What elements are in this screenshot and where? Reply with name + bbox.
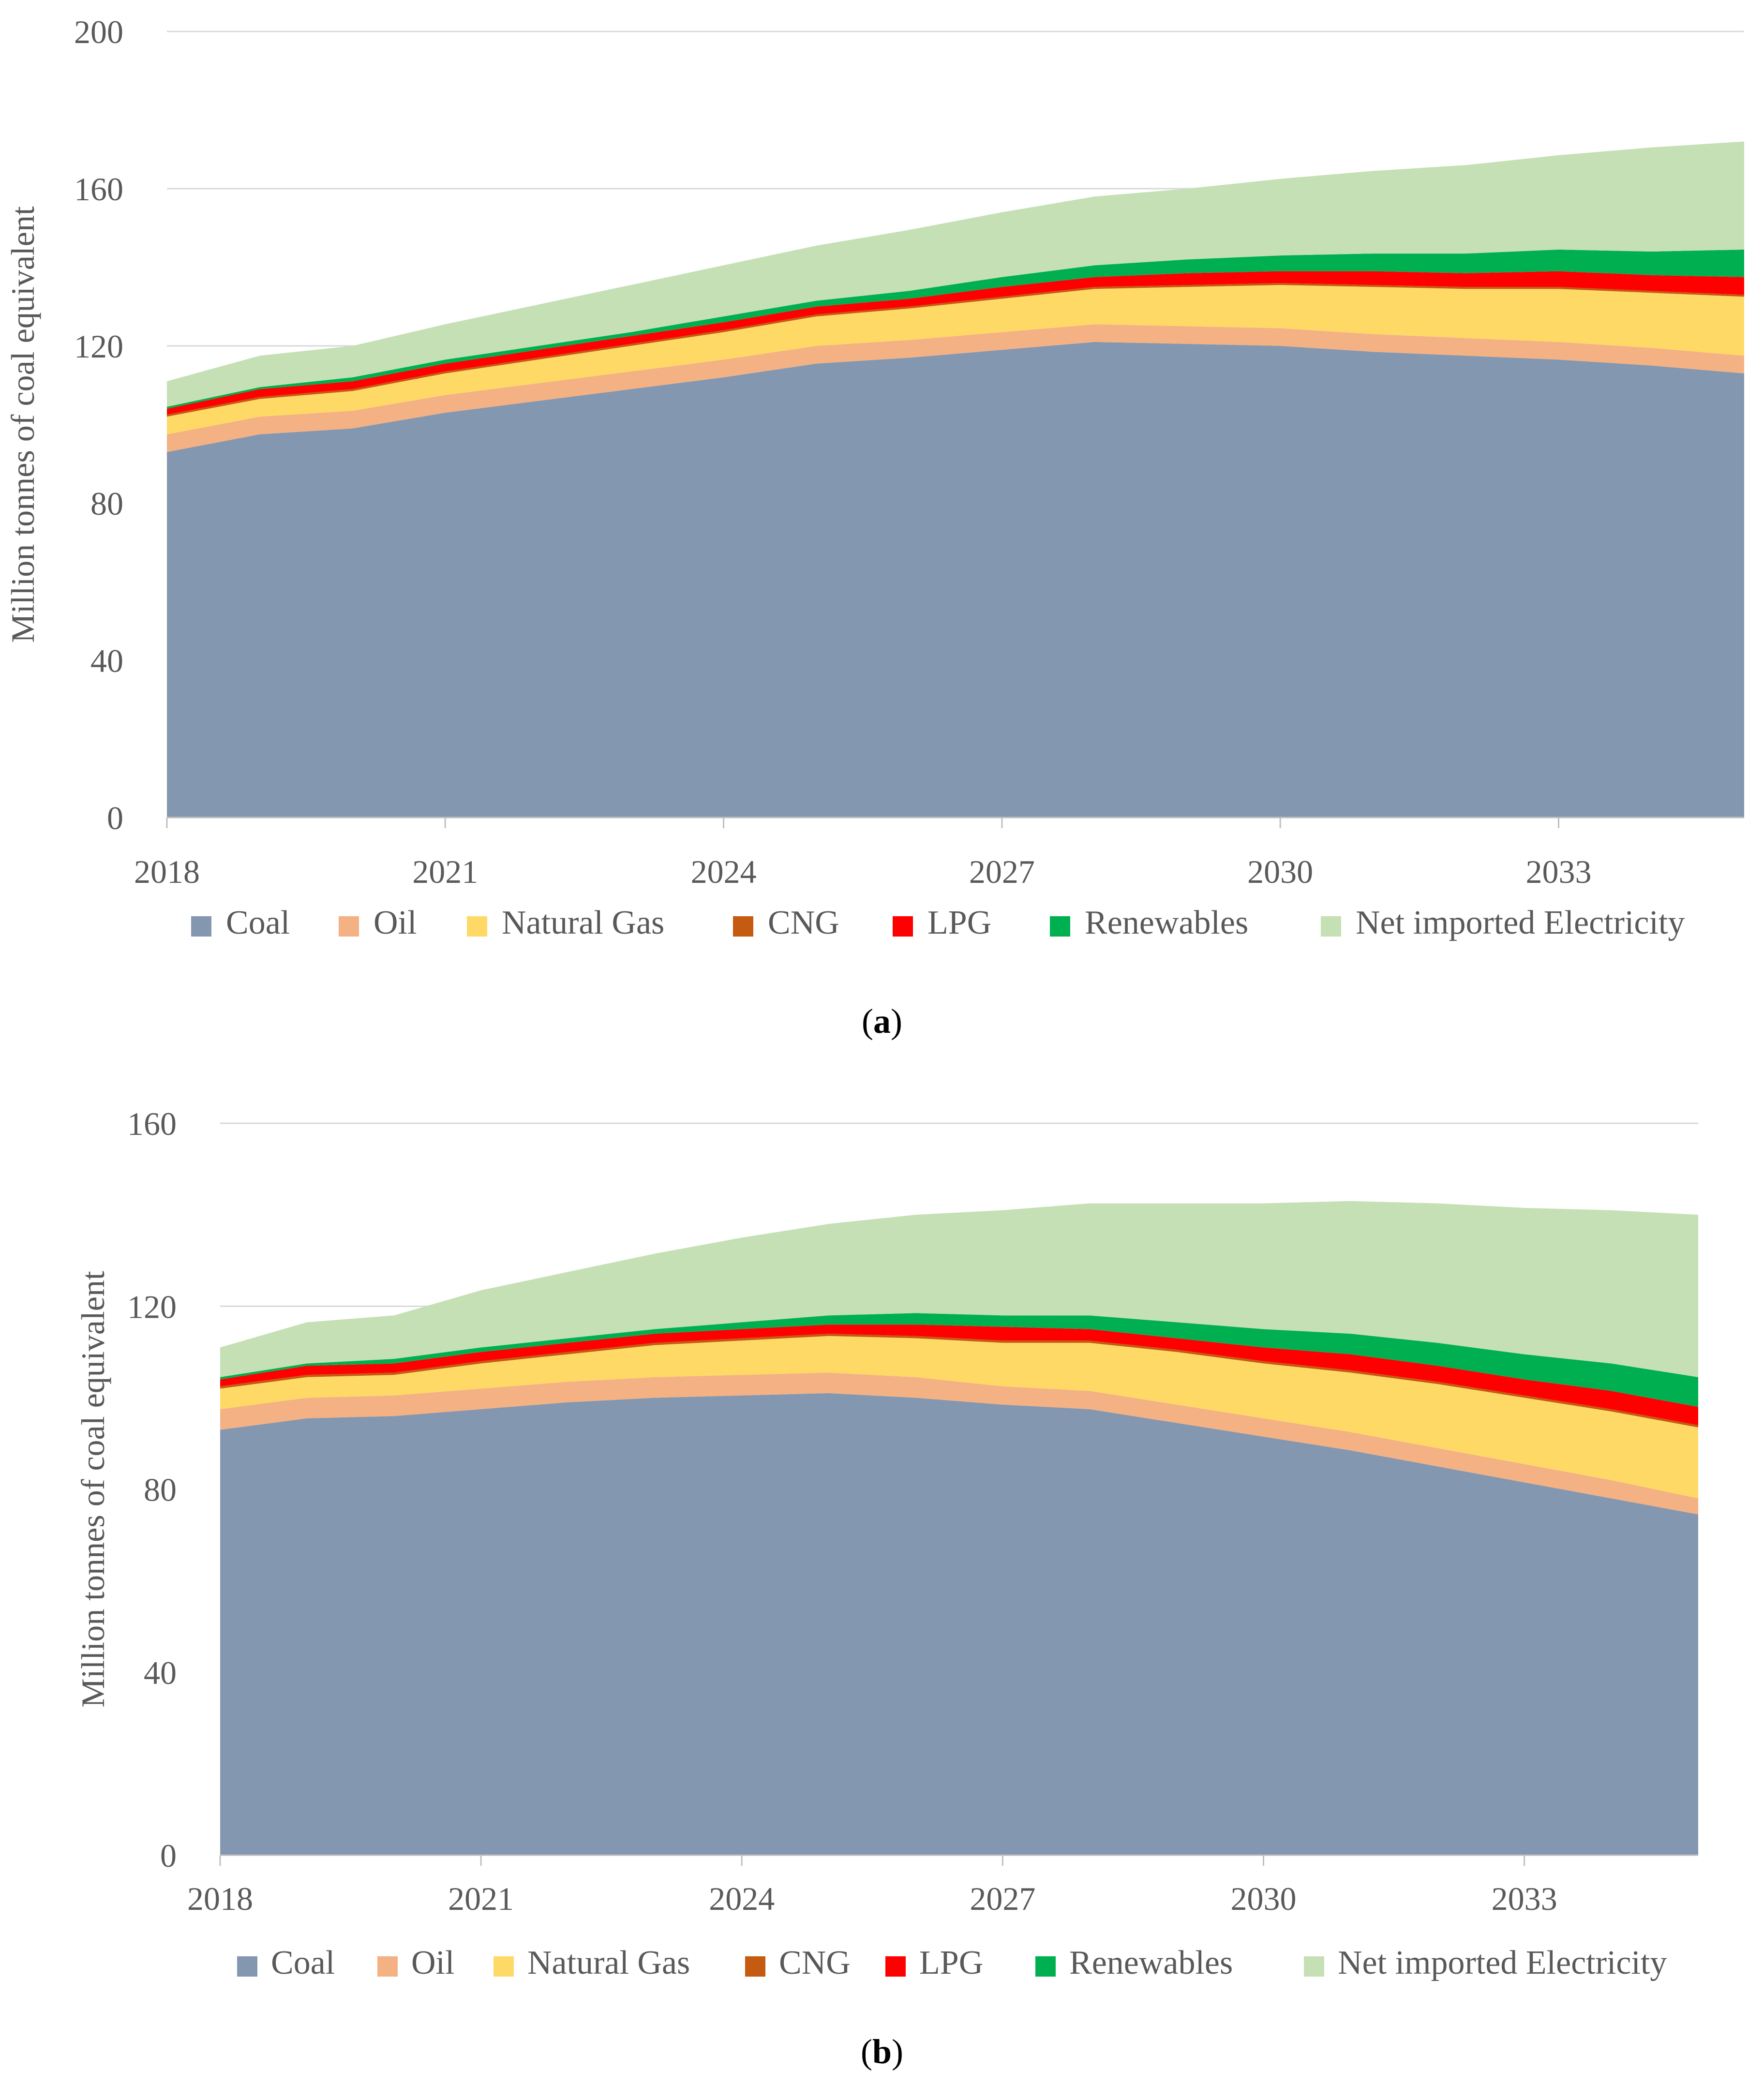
caption-a-letter: a — [873, 1002, 891, 1041]
x-tick-label: 2027 — [969, 853, 1035, 890]
legend-swatch-cng — [733, 916, 753, 937]
y-tick-label: 120 — [74, 328, 123, 365]
legend-swatch-cng — [745, 1956, 765, 1977]
legend-label-lpg: LPG — [927, 904, 991, 941]
x-tick-label: 2024 — [709, 1880, 775, 1917]
area-net-imported-electricity — [220, 1201, 1698, 1377]
y-tick-label: 120 — [127, 1288, 177, 1325]
x-tick-label: 2021 — [412, 853, 478, 890]
area-oil — [167, 324, 1744, 452]
area-renewables — [167, 249, 1744, 409]
legend-label-cng: CNG — [768, 904, 839, 941]
x-tick-label: 2030 — [1230, 1880, 1296, 1917]
y-tick-label: 40 — [144, 1654, 177, 1691]
legend-label-cng: CNG — [779, 1944, 851, 1981]
legend-label-lpg: LPG — [919, 1944, 983, 1981]
area-lpg — [167, 271, 1744, 415]
legend-label-coal: Coal — [271, 1944, 335, 1981]
x-tick-label: 2027 — [970, 1880, 1035, 1917]
y-tick-label: 0 — [160, 1837, 177, 1874]
legend-label-net-imported-electricity: Net imported Electricity — [1338, 1944, 1667, 1981]
chart-a: 0 40 80 120 160 200 2018 2021 2024 2027 2030 2033 Mi… — [4, 14, 1744, 941]
y-tick-label: 0 — [107, 800, 123, 836]
legend-label-oil: Oil — [411, 1944, 454, 1981]
area-coal — [220, 1393, 1698, 1855]
x-tick-label: 2030 — [1247, 853, 1313, 890]
legend-swatch-oil — [339, 916, 359, 937]
x-tick-label: 2033 — [1492, 1880, 1557, 1917]
area-coal — [167, 342, 1744, 818]
legend-swatch-lpg — [893, 916, 913, 937]
legend-swatch-coal — [191, 916, 211, 937]
legend-label-natural-gas: Natural Gas — [502, 904, 664, 941]
legend-swatch-net-imported-electricity — [1304, 1956, 1324, 1977]
legend-label-renewables: Renewables — [1069, 1944, 1233, 1981]
legend-swatch-renewables — [1035, 1956, 1056, 1977]
y-tick-label: 200 — [74, 14, 123, 50]
y-tick-label: 160 — [74, 171, 123, 208]
x-tick-label: 2021 — [448, 1880, 514, 1917]
legend-label-natural-gas: Natural Gas — [527, 1944, 690, 1981]
area-natural-gas — [220, 1336, 1698, 1499]
area-renewables — [220, 1313, 1698, 1407]
area-oil — [220, 1372, 1698, 1515]
y-tick-label: 40 — [90, 642, 123, 679]
caption-b: (b) — [860, 2032, 903, 2071]
legend-label-renewables: Renewables — [1085, 904, 1248, 941]
legend-label-net-imported-electricity: Net imported Electricity — [1356, 904, 1685, 941]
y-axis-label: Million tonnes of coal equivalent — [4, 206, 41, 643]
y-tick-label: 160 — [127, 1105, 177, 1142]
legend-swatch-natural-gas — [467, 916, 487, 937]
area-natural-gas — [167, 285, 1744, 434]
area-net-imported-electricity — [167, 141, 1744, 407]
chart-b: 0 40 80 120 160 2018 2021 2024 2027 2030 2033 Milli… — [75, 1105, 1698, 1981]
x-tick-label: 2033 — [1525, 853, 1591, 890]
legend-swatch-oil — [377, 1956, 398, 1977]
area-lpg — [220, 1325, 1698, 1426]
y-tick-label: 80 — [144, 1472, 177, 1508]
y-tick-label: 80 — [90, 485, 123, 522]
x-tick-label: 2018 — [134, 853, 200, 890]
legend-swatch-net-imported-electricity — [1321, 916, 1341, 937]
legend-label-oil: Oil — [374, 904, 417, 941]
y-axis-label: Million tonnes of coal equivalent — [75, 1271, 111, 1708]
legend-swatch-coal — [237, 1956, 257, 1977]
legend-swatch-lpg — [885, 1956, 906, 1977]
caption-b-letter: b — [872, 2032, 892, 2071]
legend-label-coal: Coal — [226, 904, 290, 941]
x-tick-label: 2024 — [691, 853, 757, 890]
legend-swatch-natural-gas — [493, 1956, 514, 1977]
legend-swatch-renewables — [1050, 916, 1070, 937]
x-tick-label: 2018 — [187, 1880, 253, 1917]
caption-a: (a) — [862, 1002, 902, 1041]
